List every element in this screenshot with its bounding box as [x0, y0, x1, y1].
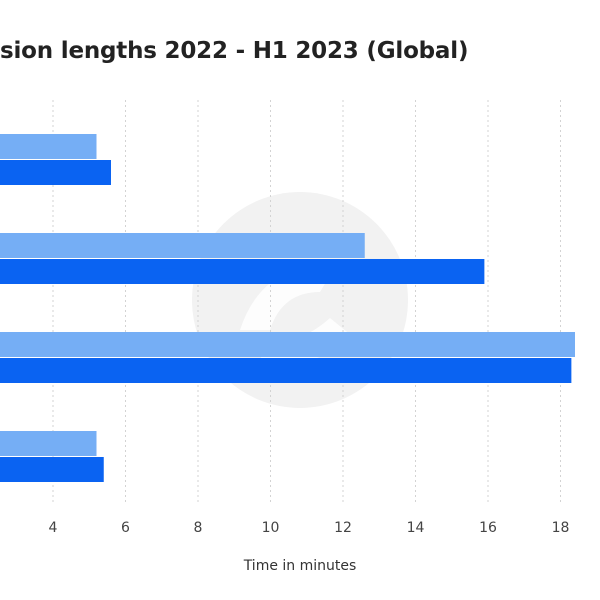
x-axis-label: Time in minutes: [243, 558, 357, 574]
x-tick-labels: 4 6 8 10 12 14 16 18: [49, 520, 570, 536]
bar-group4-series2: [0, 457, 104, 482]
chart-title: sion lengths 2022 - H1 2023 (Global): [0, 38, 469, 64]
x-tick-label: 6: [121, 520, 130, 536]
bar-group2-series1: [0, 233, 365, 258]
bar-group3-series1: [0, 332, 575, 357]
x-tick-label: 16: [479, 520, 497, 536]
bar-group2-series2: [0, 259, 485, 284]
bars: [0, 134, 575, 482]
x-tick-label: 4: [49, 520, 58, 536]
x-tick-label: 14: [407, 520, 425, 536]
bar-group4-series1: [0, 431, 97, 456]
x-tick-label: 8: [194, 520, 203, 536]
x-tick-label: 12: [334, 520, 352, 536]
bar-group3-series2: [0, 358, 572, 383]
x-tick-label: 10: [262, 520, 280, 536]
x-tick-label: 18: [552, 520, 570, 536]
bar-group1-series1: [0, 134, 97, 159]
bar-group1-series2: [0, 160, 111, 185]
